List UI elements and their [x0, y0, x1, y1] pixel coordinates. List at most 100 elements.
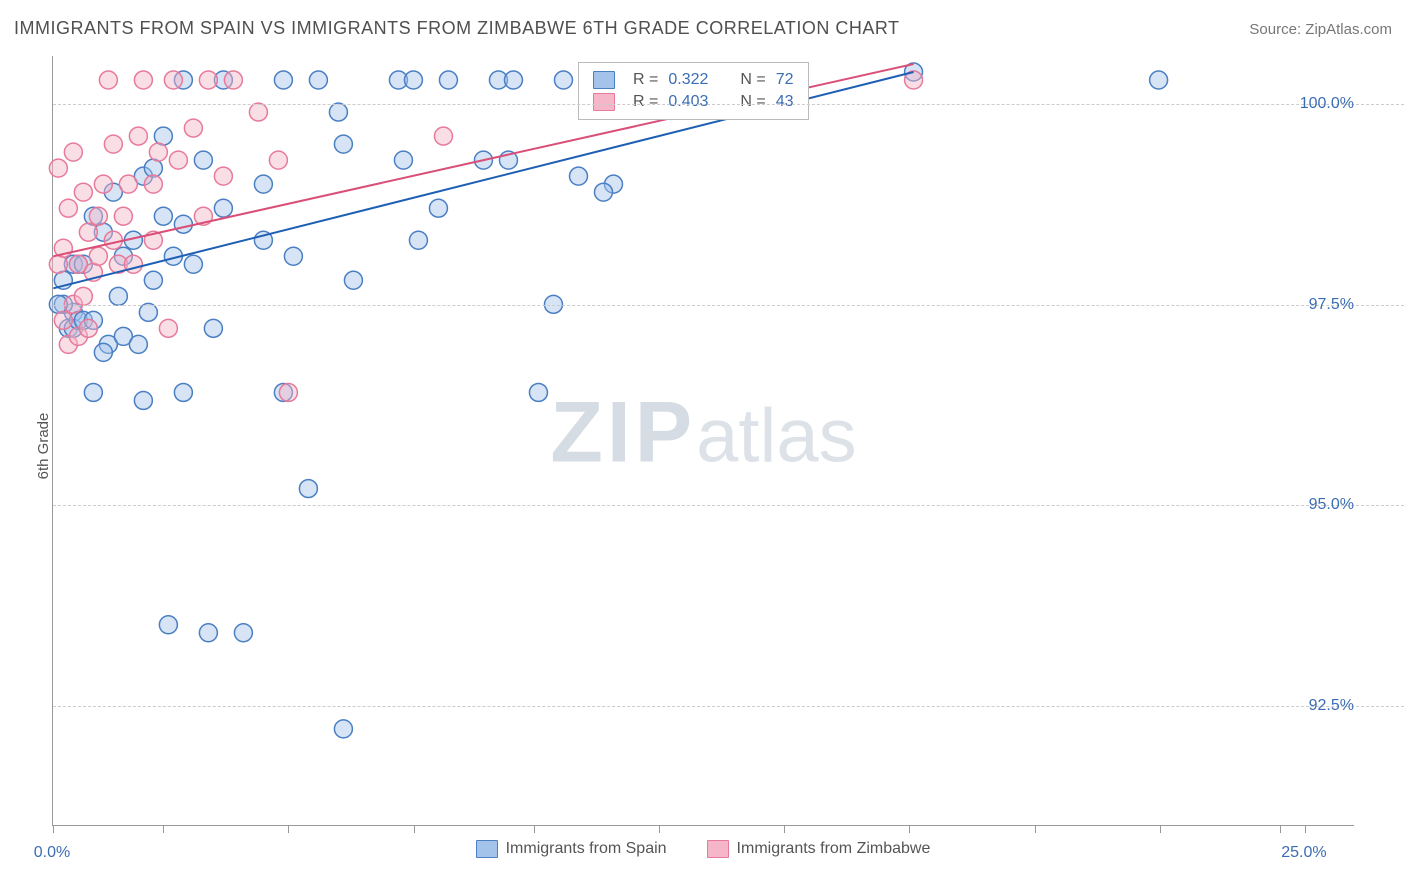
legend-label: Immigrants from Zimbabwe: [737, 840, 931, 857]
scatter-point: [84, 383, 102, 401]
scatter-point: [439, 71, 457, 89]
scatter-point: [234, 624, 252, 642]
scatter-point: [79, 223, 97, 241]
scatter-point: [309, 71, 327, 89]
scatter-point: [429, 199, 447, 217]
scatter-point: [154, 207, 172, 225]
gridline-h: [53, 706, 1404, 707]
scatter-point: [94, 175, 112, 193]
scatter-point: [159, 319, 177, 337]
scatter-svg: [53, 56, 1354, 825]
scatter-point: [119, 175, 137, 193]
r-value: 0.403: [668, 93, 708, 111]
scatter-point: [89, 247, 107, 265]
scatter-point: [129, 335, 147, 353]
scatter-point: [184, 119, 202, 137]
scatter-point: [284, 247, 302, 265]
inset-legend-row: R =0.322N =72: [593, 69, 794, 91]
scatter-point: [529, 383, 547, 401]
scatter-point: [134, 391, 152, 409]
x-tick: [1035, 825, 1036, 833]
title-bar: IMMIGRANTS FROM SPAIN VS IMMIGRANTS FROM…: [14, 18, 1392, 39]
scatter-point: [194, 151, 212, 169]
scatter-point: [74, 287, 92, 305]
scatter-point: [254, 175, 272, 193]
scatter-point: [299, 480, 317, 498]
scatter-point: [139, 303, 157, 321]
scatter-point: [99, 71, 117, 89]
x-tick: [534, 825, 535, 833]
scatter-point: [184, 255, 202, 273]
scatter-point: [204, 319, 222, 337]
x-tick: [53, 825, 54, 833]
scatter-point: [409, 231, 427, 249]
scatter-point: [164, 71, 182, 89]
x-tick: [784, 825, 785, 833]
scatter-point: [404, 71, 422, 89]
scatter-point: [199, 71, 217, 89]
scatter-point: [344, 271, 362, 289]
scatter-point: [174, 383, 192, 401]
scatter-point: [569, 167, 587, 185]
scatter-point: [104, 135, 122, 153]
scatter-point: [64, 143, 82, 161]
legend-label: Immigrants from Spain: [506, 840, 667, 857]
x-tick: [1280, 825, 1281, 833]
n-value: 43: [776, 93, 794, 111]
x-tick: [1305, 825, 1306, 833]
n-label: N =: [740, 93, 765, 111]
x-tick: [414, 825, 415, 833]
legend-swatch: [593, 93, 615, 111]
scatter-point: [159, 616, 177, 634]
bottom-legend-item: Immigrants from Spain: [476, 840, 667, 858]
x-tick: [163, 825, 164, 833]
scatter-point: [79, 319, 97, 337]
n-value: 72: [776, 71, 794, 89]
gridline-h: [53, 305, 1404, 306]
scatter-point: [249, 103, 267, 121]
scatter-point: [149, 143, 167, 161]
bottom-legend: Immigrants from Spain Immigrants from Zim…: [0, 840, 1406, 858]
x-tick: [1160, 825, 1161, 833]
scatter-point: [59, 199, 77, 217]
scatter-point: [109, 287, 127, 305]
scatter-point: [94, 343, 112, 361]
legend-swatch: [707, 840, 729, 858]
scatter-point: [394, 151, 412, 169]
scatter-point: [504, 71, 522, 89]
scatter-point: [174, 215, 192, 233]
scatter-point: [594, 183, 612, 201]
source-value: ZipAtlas.com: [1305, 21, 1392, 38]
scatter-point: [129, 127, 147, 145]
gridline-h: [53, 104, 1404, 105]
scatter-point: [49, 159, 67, 177]
x-tick: [288, 825, 289, 833]
legend-swatch: [593, 71, 615, 89]
legend-swatch: [476, 840, 498, 858]
inset-legend: R =0.322N =72R =0.403N =43: [578, 62, 809, 120]
scatter-point: [144, 175, 162, 193]
scatter-point: [134, 71, 152, 89]
scatter-point: [554, 71, 572, 89]
source-label: Source:: [1249, 21, 1301, 38]
scatter-point: [214, 199, 232, 217]
x-tick: [909, 825, 910, 833]
scatter-point: [104, 231, 122, 249]
scatter-point: [274, 71, 292, 89]
scatter-point: [49, 255, 67, 273]
scatter-point: [1150, 71, 1168, 89]
scatter-point: [269, 151, 287, 169]
scatter-point: [279, 383, 297, 401]
scatter-point: [144, 271, 162, 289]
scatter-point: [154, 127, 172, 145]
plot-area: ZIPatlas R =0.322N =72R =0.403N =43: [52, 56, 1354, 826]
inset-legend-row: R =0.403N =43: [593, 91, 794, 113]
scatter-point: [334, 720, 352, 738]
r-value: 0.322: [668, 71, 708, 89]
scatter-point: [114, 207, 132, 225]
scatter-point: [89, 207, 107, 225]
chart-title: IMMIGRANTS FROM SPAIN VS IMMIGRANTS FROM…: [14, 18, 900, 39]
scatter-point: [199, 624, 217, 642]
scatter-point: [334, 135, 352, 153]
n-label: N =: [740, 71, 765, 89]
